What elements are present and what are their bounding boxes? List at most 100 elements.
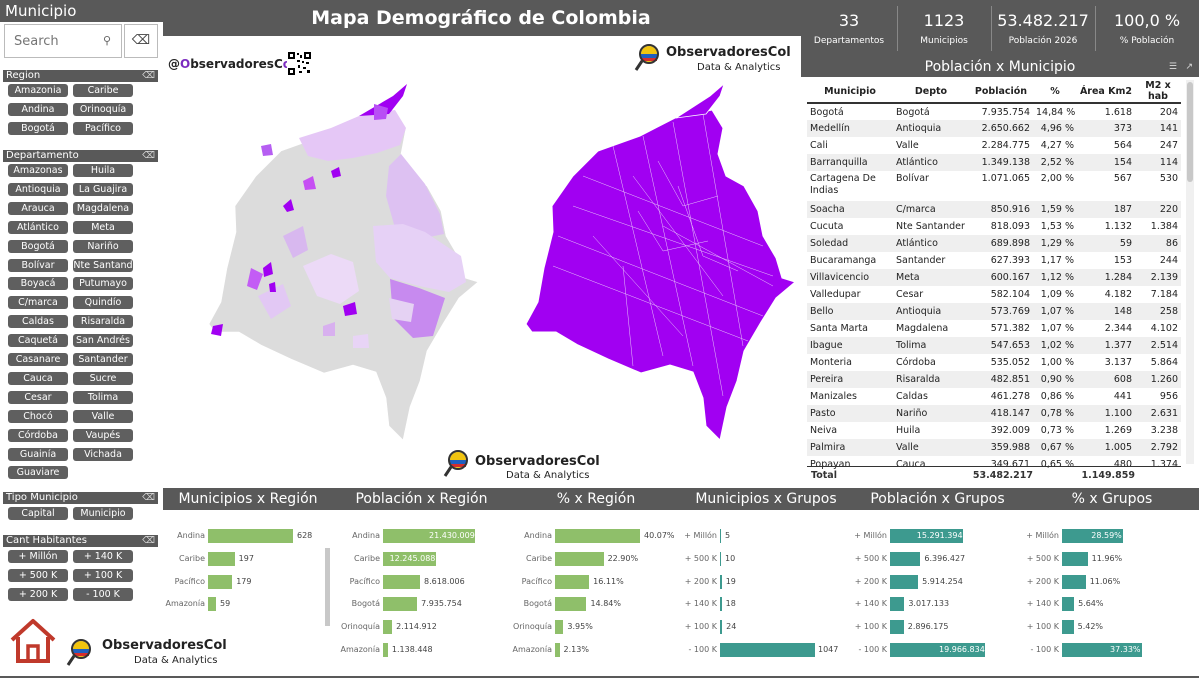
slicer-chip[interactable]: + Millón xyxy=(8,550,68,563)
bar[interactable] xyxy=(1062,551,1088,566)
slicer-chip[interactable]: San Andrés xyxy=(73,334,133,348)
slicer-chip[interactable]: Putumayo xyxy=(73,277,133,291)
slicer-chip[interactable]: Casanare xyxy=(8,353,68,366)
slicer-chip[interactable]: Valle xyxy=(73,409,133,423)
scroll-thumb[interactable] xyxy=(1187,82,1193,182)
slicer-chip[interactable]: + 500 K xyxy=(8,569,68,582)
slicer-chip[interactable]: Nte Santand xyxy=(73,258,133,272)
bar[interactable] xyxy=(720,529,721,543)
slicer-chip[interactable]: Santander xyxy=(73,353,133,366)
table-row[interactable]: Bello Antioquia 573.769 1,07 % 148 258 xyxy=(807,303,1181,320)
bar[interactable] xyxy=(890,643,985,657)
slicer-chip[interactable]: Municipio xyxy=(73,507,133,520)
bar[interactable] xyxy=(383,643,388,657)
bar[interactable] xyxy=(208,574,233,589)
slicer-chip[interactable]: Atlántico xyxy=(8,220,68,234)
home-icon[interactable] xyxy=(9,618,57,664)
table-row[interactable]: Cucuta Nte Santander 818.093 1,53 % 1.132 1.3… xyxy=(807,218,1181,235)
search-input[interactable] xyxy=(5,25,99,57)
slicer-chip[interactable]: + 200 K xyxy=(8,588,68,601)
slicer-chip[interactable]: Nariño xyxy=(73,239,133,253)
table-row[interactable]: Cali Valle 2.284.775 4,27 % 564 247 xyxy=(807,137,1181,154)
slicer-chip[interactable]: Sucre xyxy=(73,371,133,385)
table-row[interactable]: Manizales Caldas 461.278 0,86 % 441 956 xyxy=(807,388,1181,405)
slicer-chip[interactable]: Bogotá xyxy=(8,121,68,135)
slicer-chip[interactable]: Vichada xyxy=(73,447,133,461)
bar[interactable] xyxy=(555,574,590,589)
slicer-chip[interactable]: Capital xyxy=(8,507,68,520)
slicer-chip[interactable]: Magdalena xyxy=(73,201,133,215)
table-row[interactable]: Pasto Nariño 418.147 0,78 % 1.100 2.631 xyxy=(807,405,1181,422)
table-scrollbar[interactable] xyxy=(1186,80,1194,464)
table-row[interactable]: Valledupar Cesar 582.104 1,09 % 4.182 7.184 xyxy=(807,286,1181,303)
column-header[interactable]: Depto xyxy=(893,80,969,104)
bar[interactable] xyxy=(890,597,905,612)
slicer-chip[interactable]: Cesar xyxy=(8,390,68,404)
table-row[interactable]: Medellín Antioquia 2.650.662 4,96 % 373 141 xyxy=(807,120,1181,137)
column-header[interactable]: Área Km2 xyxy=(1077,80,1135,104)
bar[interactable] xyxy=(890,620,904,635)
search-icon[interactable]: ⚲ xyxy=(102,34,111,47)
bar[interactable] xyxy=(555,529,640,543)
slicer-chip[interactable]: Amazonas xyxy=(8,164,68,177)
table-row[interactable]: Bogotá Bogotá 7.935.754 14,84 % 1.618 204 xyxy=(807,103,1181,120)
slicer-chip[interactable]: Risaralda xyxy=(73,315,133,329)
bar[interactable] xyxy=(1062,574,1086,589)
table-row[interactable]: Barranquilla Atlántico 1.349.138 2,52 % 154 1… xyxy=(807,154,1181,171)
bar[interactable] xyxy=(383,529,475,543)
bar[interactable] xyxy=(555,551,604,566)
slicer-chip[interactable]: Amazonia xyxy=(8,84,68,97)
table-row[interactable]: Santa Marta Magdalena 571.382 1,07 % 2.344 4.… xyxy=(807,320,1181,337)
slicer-chip[interactable]: + 100 K xyxy=(73,569,133,582)
table-row[interactable]: Bucaramanga Santander 627.393 1,17 % 153 244 xyxy=(807,252,1181,269)
bar[interactable] xyxy=(383,574,420,589)
search-box[interactable]: ⚲ xyxy=(4,24,122,58)
eraser-icon[interactable]: ⌫ xyxy=(142,493,155,503)
table-row[interactable]: Villavicencio Meta 600.167 1,12 % 1.284 2.139 xyxy=(807,269,1181,286)
bar[interactable] xyxy=(720,597,722,612)
bar[interactable] xyxy=(720,620,723,635)
slicer-chip[interactable]: Huila xyxy=(73,164,133,177)
slicer-chip[interactable]: Tolima xyxy=(73,390,133,404)
bar[interactable] xyxy=(555,597,587,612)
filter-icon[interactable]: ☰ xyxy=(1168,62,1177,72)
slicer-chip[interactable]: + 140 K xyxy=(73,550,133,563)
column-header[interactable]: Municipio xyxy=(807,80,893,104)
slicer-chip[interactable]: Bolívar xyxy=(8,258,68,272)
slicer-chip[interactable]: La Guajira xyxy=(73,182,133,196)
slicer-chip[interactable]: Guainía xyxy=(8,447,68,461)
slicer-chip[interactable]: Caquetá xyxy=(8,334,68,348)
population-table[interactable]: Municipio Depto Población% Área Km2 M2 x hab… xyxy=(807,80,1181,473)
bar[interactable] xyxy=(1062,620,1074,635)
column-header[interactable]: Población xyxy=(969,80,1033,104)
table-row[interactable]: Monteria Córdoba 535.052 1,00 % 3.137 5.864 xyxy=(807,354,1181,371)
bar[interactable] xyxy=(1062,597,1075,612)
slicer-chip[interactable]: Córdoba xyxy=(8,428,68,442)
bar[interactable] xyxy=(890,529,963,543)
column-header[interactable]: M2 x hab xyxy=(1135,80,1181,104)
slicer-chip[interactable]: Chocó xyxy=(8,409,68,423)
table-row[interactable]: Neiva Huila 392.009 0,73 % 1.269 3.238 xyxy=(807,422,1181,439)
clear-filters-button[interactable]: ⌫ xyxy=(124,24,158,58)
slicer-chip[interactable]: Orinoquía xyxy=(73,102,133,116)
table-row[interactable]: Pereira Risaralda 482.851 0,90 % 608 1.260 xyxy=(807,371,1181,388)
bar[interactable] xyxy=(208,551,235,566)
bar[interactable] xyxy=(555,620,564,635)
choropleth-map-left[interactable] xyxy=(208,84,479,441)
bar[interactable] xyxy=(1062,529,1124,543)
bar[interactable] xyxy=(890,551,921,566)
bar[interactable] xyxy=(208,529,293,543)
slicer-chip[interactable]: Boyacá xyxy=(8,277,68,291)
bar[interactable] xyxy=(720,551,721,566)
column-header[interactable]: % xyxy=(1033,80,1077,104)
table-row[interactable]: Soacha C/marca 850.916 1,59 % 187 220 xyxy=(807,201,1181,218)
slicer-chip[interactable]: Meta xyxy=(73,220,133,234)
bar[interactable] xyxy=(720,574,722,589)
slicer-chip[interactable]: Guaviare xyxy=(8,466,68,480)
slicer-chip[interactable]: Pacífico xyxy=(73,121,133,135)
slicer-chip[interactable]: Antioquia xyxy=(8,182,68,196)
table-row[interactable]: Cartagena De Indias Bolívar 1.071.065 2,00 … xyxy=(807,171,1181,201)
slicer-chip[interactable]: Bogotá xyxy=(8,239,68,253)
bar[interactable] xyxy=(1062,643,1142,657)
slicer-chip[interactable]: Vaupés xyxy=(73,428,133,442)
